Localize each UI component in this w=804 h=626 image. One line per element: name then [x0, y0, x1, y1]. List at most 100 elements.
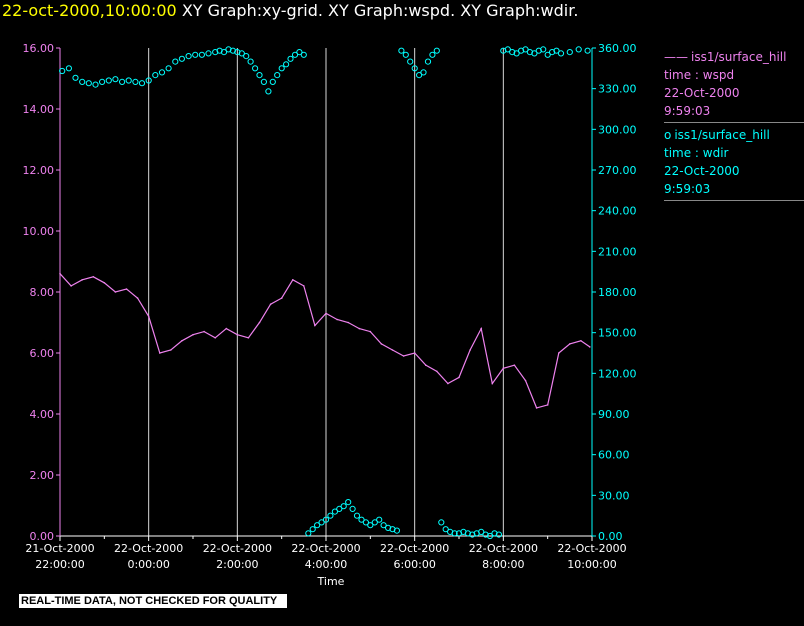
wdir-point-53 [345, 499, 352, 506]
legend-line: time : wspd [664, 66, 804, 84]
wdir-point-8 [112, 76, 119, 83]
wspd-point-36 [458, 376, 460, 379]
wspd-point-31 [402, 355, 405, 357]
wdir-point-101 [557, 50, 565, 57]
legend-date: 22-Oct-2000 [664, 86, 740, 100]
wdir-point-74 [438, 519, 445, 526]
wdir-point-31 [247, 58, 254, 65]
wdir-point-46 [314, 522, 321, 529]
wdir-point-67 [407, 58, 414, 65]
y-right-tick-label-6: 180.00 [598, 286, 637, 299]
wspd-point-20 [280, 297, 283, 299]
wdir-point-87 [495, 531, 502, 538]
grid-layer [59, 48, 593, 536]
y-right-tick-label-8: 240.00 [598, 205, 637, 218]
wdir-point-58 [367, 522, 374, 529]
legend-time: 9:59:03 [664, 104, 711, 118]
wdir-point-19 [185, 53, 192, 60]
y-left-tick-label-8: 16.00 [23, 42, 55, 55]
x-axis-label: Time [317, 575, 345, 588]
x-tick-label-time-2: 2:00:00 [216, 558, 258, 571]
wdir-point-6 [99, 78, 106, 86]
wdir-point-1 [65, 65, 73, 72]
wdir-point-22 [205, 50, 212, 57]
wdir-point-52 [340, 503, 347, 510]
header-date-time: 22-oct-2000,10:00:00 [2, 1, 177, 20]
wspd-point-48 [589, 346, 591, 348]
wdir-point-35 [265, 88, 272, 95]
wspd-point-10 [170, 349, 172, 351]
wdir-point-42 [296, 49, 303, 56]
y-right-tick-label-5: 150.00 [598, 327, 637, 340]
x-tick-label-date-5: 22-Oct-2000 [469, 542, 538, 555]
x-tick-label-time-4: 6:00:00 [393, 558, 435, 571]
y-right-tick-label-12: 360.00 [598, 42, 637, 55]
wdir-point-71 [424, 58, 432, 65]
wspd-point-19 [269, 303, 272, 306]
wdir-point-15 [158, 69, 166, 76]
wdir-point-17 [172, 58, 179, 65]
wdir-point-73 [433, 47, 440, 54]
y-right-tick-label-2: 60.00 [598, 449, 630, 462]
wdir-point-32 [252, 65, 259, 72]
wspd-point-47 [580, 340, 582, 342]
wdir-point-102 [566, 49, 573, 56]
wspd-point-26 [347, 321, 350, 324]
y-right-tick-label-10: 300.00 [598, 123, 637, 136]
wdir-point-75 [442, 526, 449, 533]
wspd-point-42 [524, 379, 527, 382]
y-left-tick-label-2: 4.00 [30, 408, 55, 421]
wspd-point-40 [502, 367, 505, 370]
y-right-tick-label-3: 90.00 [598, 408, 630, 421]
legend-source: iss1/surface_hill [691, 50, 787, 64]
wdir-point-57 [362, 519, 369, 526]
wdir-point-0 [59, 67, 66, 75]
wdir-point-68 [411, 65, 418, 72]
wdir-point-72 [429, 51, 436, 58]
wdir-point-16 [165, 65, 172, 72]
wdir-point-61 [380, 522, 387, 529]
wdir-point-91 [513, 50, 520, 57]
header: 22-oct-2000,10:00:00 XY Graph:xy-grid. X… [2, 1, 578, 20]
wspd-point-13 [203, 330, 205, 333]
wdir-point-29 [238, 50, 245, 57]
y-right-tick-label-9: 270.00 [598, 164, 637, 177]
x-tick-label-time-0: 22:00:00 [35, 558, 84, 571]
header-graph-titles: XY Graph:xy-grid. XY Graph:wspd. XY Grap… [181, 1, 579, 20]
wdir-point-100 [553, 47, 560, 54]
y-right-tick-label-11: 330.00 [598, 83, 637, 96]
wspd-point-33 [425, 364, 427, 367]
wdir-point-39 [283, 61, 290, 68]
y-right-tick-label-0: 0.00 [598, 530, 623, 543]
wspd-point-0 [59, 272, 61, 275]
legend-date: 22-Oct-2000 [664, 164, 740, 178]
x-tick-label-date-6: 22-Oct-2000 [557, 542, 626, 555]
legend-line: —— iss1/surface_hill [664, 48, 804, 66]
legend-line: 22-Oct-2000 [664, 84, 804, 102]
wdir-point-2 [72, 74, 79, 81]
wspd-point-30 [391, 349, 394, 351]
legend-line: 9:59:03 [664, 102, 804, 120]
y-left-tick-label-4: 8.00 [30, 286, 55, 299]
wdir-point-43 [300, 51, 307, 58]
wdir-point-10 [125, 77, 132, 84]
y-left-tick-label-3: 6.00 [30, 347, 55, 360]
x-tick-label-date-2: 22-Oct-2000 [203, 542, 272, 555]
wspd-point-41 [513, 364, 516, 367]
wdir-point-40 [287, 55, 294, 62]
legend-line: 22-Oct-2000 [664, 162, 804, 180]
wdir-point-14 [152, 72, 159, 79]
legend-line: 9:59:03 [664, 180, 804, 198]
wspd-point-32 [413, 352, 416, 354]
x-tick-label-date-3: 22-Oct-2000 [291, 542, 360, 555]
x-tick-label-time-1: 0:00:00 [127, 558, 169, 571]
wdir-point-95 [531, 50, 538, 57]
wdir-point-44 [305, 530, 312, 537]
wspd-point-5 [114, 291, 117, 293]
wspd-point-9 [159, 352, 161, 354]
legend-line: o iss1/surface_hill [664, 126, 804, 144]
wdir-point-64 [393, 527, 400, 534]
legend: —— iss1/surface_hill time : wspd 22-Oct-200… [664, 48, 804, 204]
wdir-point-50 [331, 508, 338, 515]
wdir-point-49 [327, 512, 334, 519]
